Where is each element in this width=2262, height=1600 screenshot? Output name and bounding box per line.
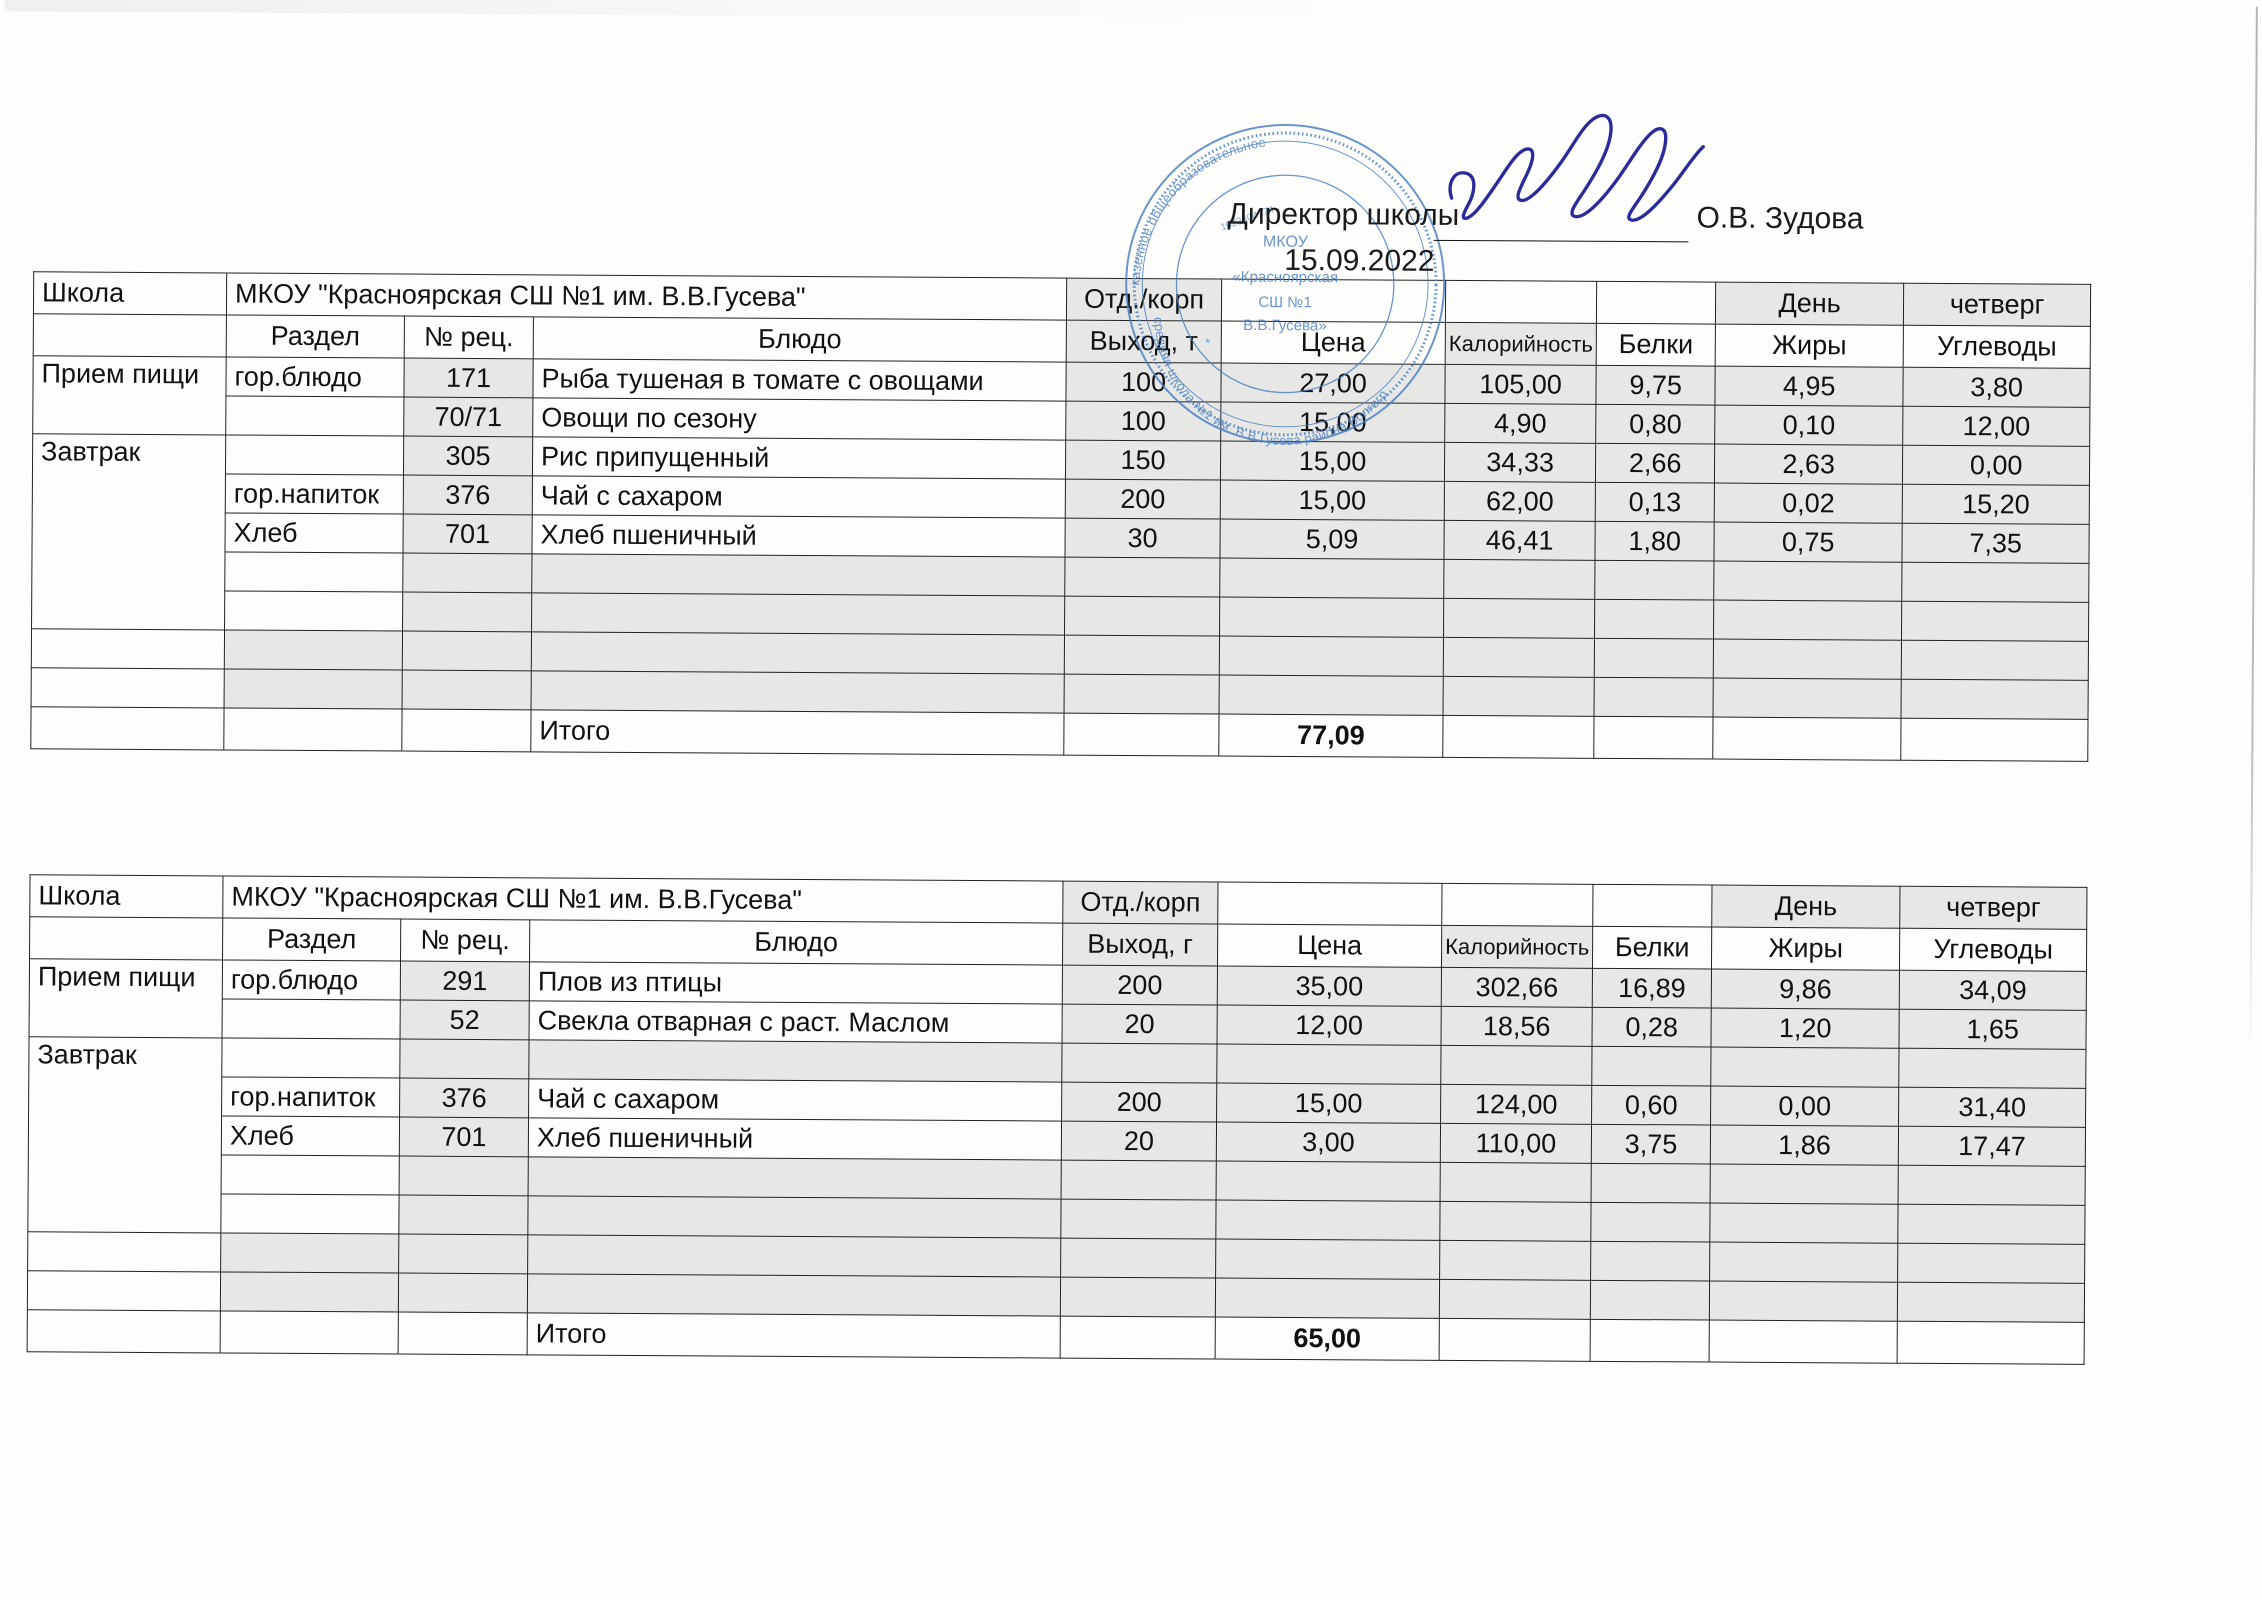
svg-text:средняя школа №1 им. В.В.Гусев: средняя школа №1 им. В.В.Гусева района В… (1150, 317, 1391, 449)
svg-text:В.В.Гусева»: В.В.Гусева» (1243, 317, 1327, 335)
svg-text:СШ №1: СШ №1 (1258, 294, 1312, 311)
svg-text:*: * (1205, 336, 1210, 350)
